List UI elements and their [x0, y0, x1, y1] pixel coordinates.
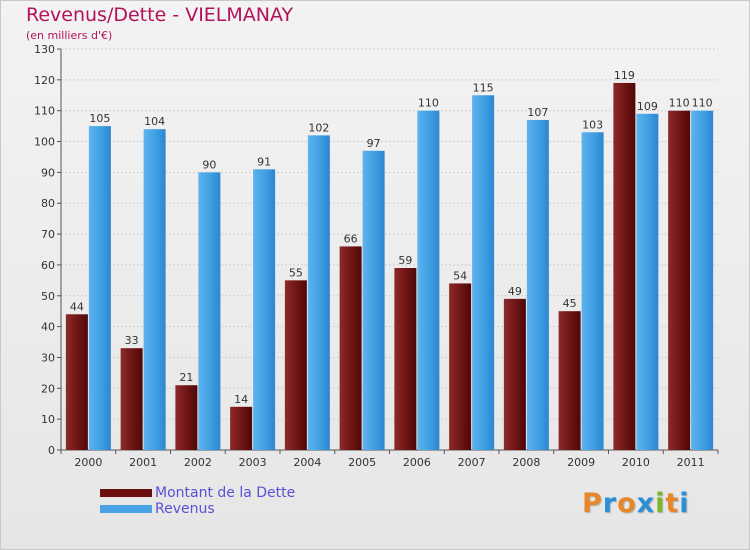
- logo-letter: i: [679, 488, 690, 519]
- proxiti-logo: Proxiti: [582, 488, 690, 519]
- data-label: 105: [89, 112, 110, 125]
- bar-dette: [668, 110, 691, 450]
- data-label: 110: [669, 97, 690, 110]
- x-tick-label: 2009: [567, 456, 595, 469]
- data-label: 44: [70, 300, 84, 313]
- bar-dette: [503, 298, 526, 450]
- data-label: 110: [692, 97, 713, 110]
- data-label: 14: [234, 393, 248, 406]
- legend-swatch-debt: [100, 489, 152, 497]
- logo-letter: x: [636, 488, 656, 519]
- bar-dette: [449, 283, 472, 450]
- data-label: 49: [508, 285, 522, 298]
- y-tick-label: 50: [41, 290, 55, 303]
- data-label: 110: [418, 97, 439, 110]
- y-tick-label: 0: [48, 444, 55, 457]
- y-tick-label: 40: [41, 321, 55, 334]
- data-label: 102: [308, 121, 329, 134]
- data-label: 55: [289, 266, 303, 279]
- bar-dette: [613, 82, 636, 450]
- data-label: 115: [473, 81, 494, 94]
- y-tick-label: 20: [41, 382, 55, 395]
- bar-revenus: [581, 132, 604, 451]
- x-tick-label: 2002: [184, 456, 212, 469]
- logo-letter: P: [582, 488, 603, 519]
- bar-dette: [558, 311, 581, 450]
- bar-dette: [339, 246, 362, 450]
- bar-dette: [175, 385, 198, 450]
- bar-revenus: [88, 126, 111, 450]
- y-tick-label: 120: [34, 74, 55, 87]
- data-label: 21: [179, 371, 193, 384]
- x-tick-label: 2008: [512, 456, 540, 469]
- bar-revenus: [362, 150, 385, 451]
- y-tick-label: 80: [41, 197, 55, 210]
- x-tick-label: 2011: [677, 456, 705, 469]
- bar-dette: [284, 280, 307, 450]
- x-tick-label: 2010: [622, 456, 650, 469]
- data-label: 107: [527, 106, 548, 119]
- logo-letter: o: [617, 488, 637, 519]
- y-tick-label: 110: [34, 105, 55, 118]
- data-label: 66: [344, 232, 358, 245]
- y-tick-label: 70: [41, 228, 55, 241]
- y-tick-label: 130: [34, 43, 55, 56]
- x-tick-label: 2000: [74, 456, 102, 469]
- x-tick-label: 2004: [293, 456, 321, 469]
- y-tick-label: 60: [41, 259, 55, 272]
- data-label: 33: [125, 334, 139, 347]
- bar-revenus: [691, 110, 714, 450]
- y-tick-label: 10: [41, 413, 55, 426]
- data-label: 103: [582, 118, 603, 131]
- data-label: 90: [202, 158, 216, 171]
- data-label: 54: [453, 269, 467, 282]
- y-tick-label: 30: [41, 351, 55, 364]
- legend-swatch-revenus: [100, 505, 152, 513]
- legend-label-revenus: Revenus: [155, 501, 215, 517]
- value-labels: 44 105 33 104 21 90 14 91 55 102 66 97 59 110 54 115 49 1…: [70, 69, 713, 406]
- data-label: 97: [367, 137, 381, 150]
- data-label: 104: [144, 115, 165, 128]
- logo-letter: r: [602, 488, 618, 519]
- bar-dette: [120, 348, 143, 450]
- chart-subtitle: (en milliers d'€): [26, 29, 113, 42]
- bar-dette: [230, 406, 253, 450]
- bar-dette: [65, 314, 88, 450]
- y-tick-label: 100: [34, 136, 55, 149]
- bar-revenus: [636, 113, 659, 451]
- axes: 0 10 20 30 40 50 60 70 80 90 100 110 120 130 2000 2001 2…: [34, 43, 719, 469]
- bar-revenus: [472, 95, 495, 451]
- y-tick-label: 90: [41, 166, 55, 179]
- bar-revenus: [307, 135, 330, 450]
- data-label: 109: [637, 100, 658, 113]
- bar-revenus: [526, 119, 549, 450]
- data-label: 45: [563, 297, 577, 310]
- bar-dette: [394, 268, 417, 450]
- legend-label-debt: Montant de la Dette: [155, 485, 296, 501]
- data-label: 119: [614, 69, 635, 82]
- bars: [65, 82, 714, 451]
- data-label: 59: [398, 254, 412, 267]
- bar-revenus: [143, 129, 166, 450]
- x-tick-label: 2001: [129, 456, 157, 469]
- x-tick-label: 2006: [403, 456, 431, 469]
- chart-title: Revenus/Dette - VIELMANAY: [26, 4, 294, 26]
- data-label: 91: [257, 155, 271, 168]
- bar-revenus: [253, 169, 276, 451]
- logo-letter: i: [655, 488, 666, 519]
- logo-letter: t: [665, 488, 680, 519]
- bar-revenus: [417, 110, 440, 450]
- grid-lines: [61, 48, 718, 451]
- x-tick-label: 2003: [239, 456, 267, 469]
- x-tick-label: 2005: [348, 456, 376, 469]
- bar-revenus: [198, 172, 221, 450]
- x-tick-label: 2007: [458, 456, 486, 469]
